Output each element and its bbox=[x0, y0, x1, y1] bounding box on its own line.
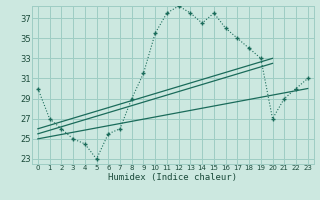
X-axis label: Humidex (Indice chaleur): Humidex (Indice chaleur) bbox=[108, 173, 237, 182]
